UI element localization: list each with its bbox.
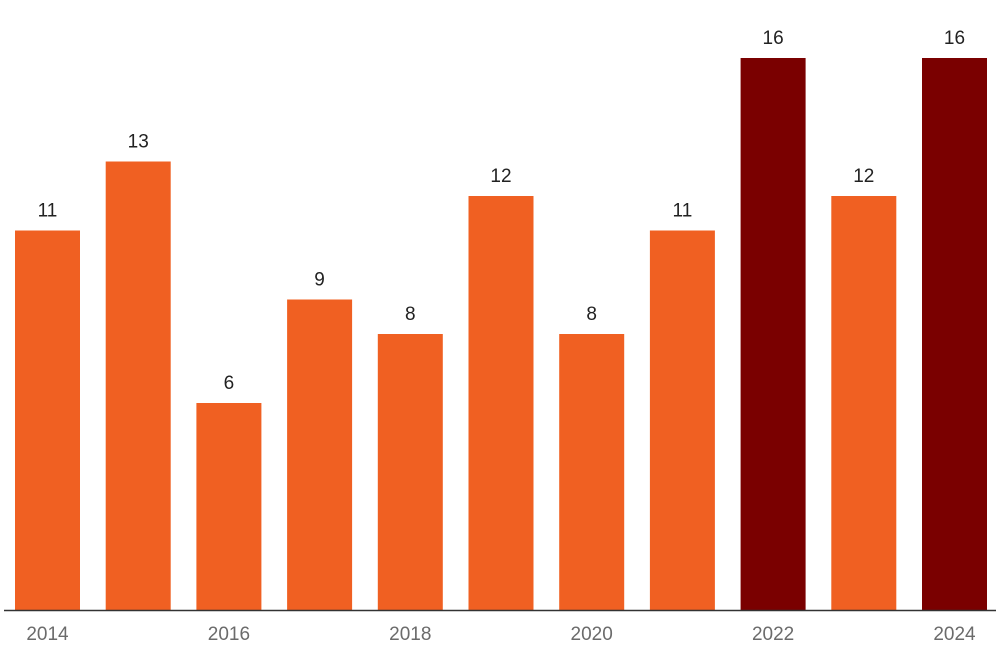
bar-2019	[468, 196, 534, 610]
value-label-2018: 8	[405, 304, 416, 325]
value-label-2021: 11	[673, 201, 693, 222]
x-tick-label-2020: 2020	[571, 624, 613, 645]
x-tick-label-2016: 2016	[208, 624, 250, 645]
bar-2020	[559, 334, 625, 610]
value-label-2015: 13	[128, 132, 149, 153]
bar-2021	[649, 230, 715, 610]
bar-2022	[740, 58, 806, 610]
value-label-2014: 11	[38, 201, 58, 222]
bars-layer	[15, 58, 987, 610]
value-label-2023: 12	[853, 166, 874, 187]
x-tick-label-2014: 2014	[26, 624, 69, 645]
value-label-2016: 6	[224, 373, 235, 394]
value-labels-layer: 11 13 6 9 8 12 8 11 16 12 16	[38, 28, 965, 394]
bar-2024	[922, 58, 987, 610]
value-label-2020: 8	[586, 304, 597, 325]
bar-2016	[196, 403, 262, 610]
x-tick-label-2024: 2024	[933, 624, 976, 645]
value-label-2017: 9	[314, 270, 325, 291]
bar-2018	[377, 334, 443, 610]
bar-2023	[831, 196, 897, 610]
x-tick-labels-layer: 2014 2016 2018 2020 2022 2024	[26, 624, 976, 645]
x-tick-label-2022: 2022	[752, 624, 794, 645]
value-label-2024: 16	[944, 28, 965, 49]
bar-2015	[105, 161, 171, 610]
bar-2014	[15, 230, 80, 610]
bar-2017	[287, 299, 353, 610]
value-label-2019: 12	[490, 166, 511, 187]
value-label-2022: 16	[763, 28, 784, 49]
x-tick-label-2018: 2018	[389, 624, 431, 645]
